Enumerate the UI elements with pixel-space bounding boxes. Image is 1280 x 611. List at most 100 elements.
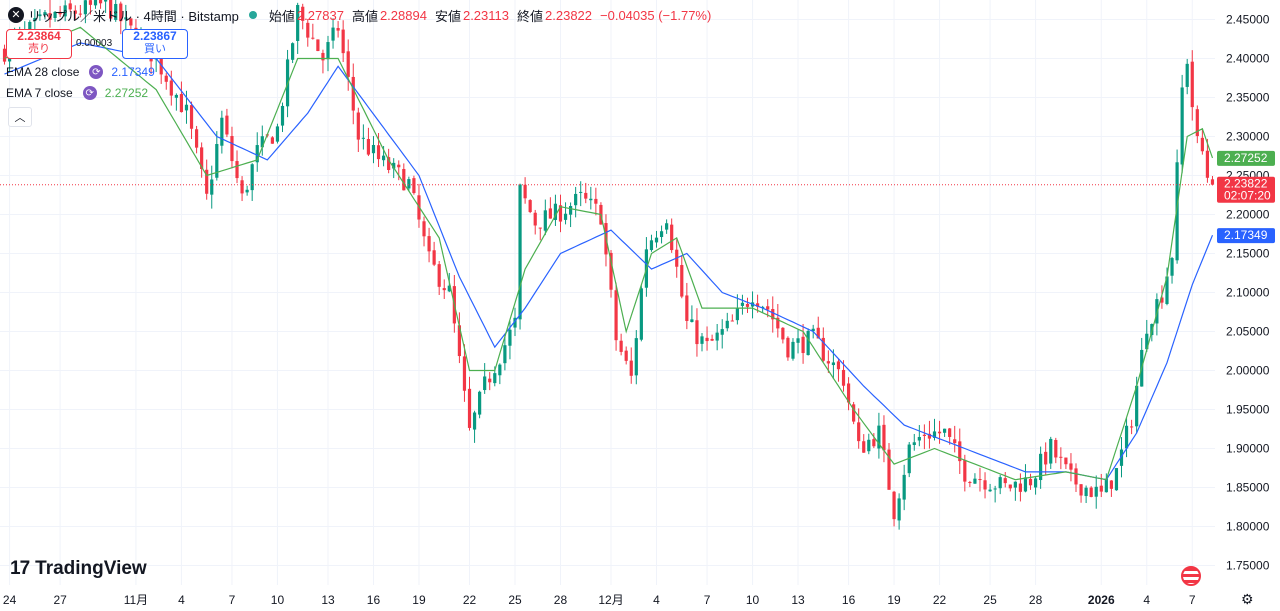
candle-body (412, 178, 416, 194)
sell-button[interactable]: 2.23864 売り (6, 29, 72, 59)
x-tick-label: 25 (508, 593, 522, 607)
candle-body (331, 27, 335, 41)
candle-body (1084, 487, 1088, 497)
candle-body (953, 439, 957, 444)
candle-body (407, 179, 411, 189)
candle-body (821, 337, 825, 361)
candle-body (83, 0, 87, 15)
candle-body (670, 224, 674, 251)
refresh-icon[interactable]: ⟳ (82, 86, 97, 100)
candle-body (594, 198, 598, 204)
indicator-ema7[interactable]: EMA 7 close ⟳ 2.27252 (6, 86, 148, 100)
candle-body (912, 442, 916, 446)
candle-body (1135, 385, 1139, 427)
close-label: 終値 (517, 8, 544, 24)
candle-body (119, 3, 123, 22)
candle-body (1160, 297, 1164, 303)
candle-body (963, 459, 967, 482)
candle-body (1119, 449, 1124, 466)
high-value: 2.28894 (379, 7, 427, 23)
candle-body (776, 317, 780, 329)
gear-icon[interactable]: ⚙ (1241, 591, 1254, 607)
spread-value: 0.00003 (76, 38, 113, 49)
candle-body (1059, 456, 1063, 458)
candle-body (983, 480, 987, 490)
logo-text: TradingView (35, 558, 147, 579)
candle-body (614, 290, 618, 341)
us-flag-icon[interactable] (1181, 566, 1201, 586)
candle-body (109, 0, 113, 19)
candle-body (518, 184, 522, 320)
candle-body (68, 3, 72, 10)
candle-body (1124, 425, 1129, 449)
candle-body (831, 362, 836, 366)
candle-body (356, 112, 360, 140)
candle-body (548, 208, 552, 219)
candle-body (932, 431, 937, 438)
candle-body (78, 13, 82, 15)
candle-body (1079, 484, 1083, 496)
candle-body (1185, 63, 1189, 87)
ema7-line (4, 26, 1214, 481)
candle-body (1130, 426, 1134, 428)
ema28-value: 2.17349 (111, 65, 155, 79)
candle-body (745, 303, 750, 307)
candle-body (998, 477, 1002, 489)
candle-body (2, 48, 7, 62)
y-tick-label: 1.95000 (1226, 403, 1270, 417)
candle-body (210, 179, 214, 195)
candle-body (361, 137, 365, 139)
candle-body (442, 288, 446, 291)
x-tick-label: 4 (1143, 593, 1150, 607)
candle-body (1054, 439, 1058, 458)
tradingview-logo[interactable]: 17 TradingView (10, 558, 147, 580)
tradingview-logo-icon: 17 (10, 558, 30, 579)
candle-body (503, 345, 507, 364)
symbol-title[interactable]: リップル／米ドル · 4時間 · Bitstamp (28, 8, 239, 24)
x-tick-label: 10 (746, 593, 760, 607)
x-tick-label: 16 (367, 593, 381, 607)
indicator-ema28[interactable]: EMA 28 close ⟳ 2.17349 (6, 65, 155, 79)
candle-body (761, 306, 765, 308)
y-tick-label: 2.45000 (1226, 13, 1270, 27)
x-tick-label: 13 (321, 593, 335, 607)
candle-body (114, 3, 118, 20)
high-label: 高値 (351, 8, 378, 24)
candle-body (846, 383, 851, 403)
candle-body (387, 157, 391, 170)
candle-body (1099, 485, 1103, 492)
refresh-icon[interactable]: ⟳ (89, 65, 104, 79)
y-tick-label: 2.35000 (1226, 91, 1270, 105)
candle-body (725, 320, 729, 329)
candle-body (993, 488, 997, 490)
candle-body (705, 337, 709, 342)
candle-body (98, 0, 103, 4)
x-tick-label: 16 (842, 593, 856, 607)
candle-body (958, 441, 962, 462)
candle-body (392, 162, 396, 169)
y-tick-label: 1.90000 (1226, 442, 1270, 456)
candle-body (680, 265, 684, 297)
chevron-up-icon[interactable]: ︿ (8, 107, 32, 127)
candle-body (771, 309, 775, 320)
buy-button[interactable]: 2.23867 買い (122, 29, 188, 59)
candle-body (872, 439, 876, 447)
candle-body (179, 94, 184, 113)
x-tick-label: 19 (887, 593, 901, 607)
y-tick-label: 2.10000 (1226, 286, 1270, 300)
candle-body (493, 373, 497, 384)
candle-body (326, 42, 330, 60)
close-icon[interactable]: ✕ (8, 7, 24, 23)
candle-body (1205, 150, 1210, 178)
candle-body (887, 449, 891, 490)
y-tick-label: 2.00000 (1226, 364, 1270, 378)
candle-body (200, 147, 204, 169)
candle-body (1049, 438, 1053, 464)
candle-body (366, 139, 371, 155)
candle-body (1028, 478, 1033, 486)
candle-body (33, 18, 37, 22)
x-tick-label: 7 (704, 593, 711, 607)
candle-body (513, 317, 517, 328)
candle-body (973, 478, 977, 484)
